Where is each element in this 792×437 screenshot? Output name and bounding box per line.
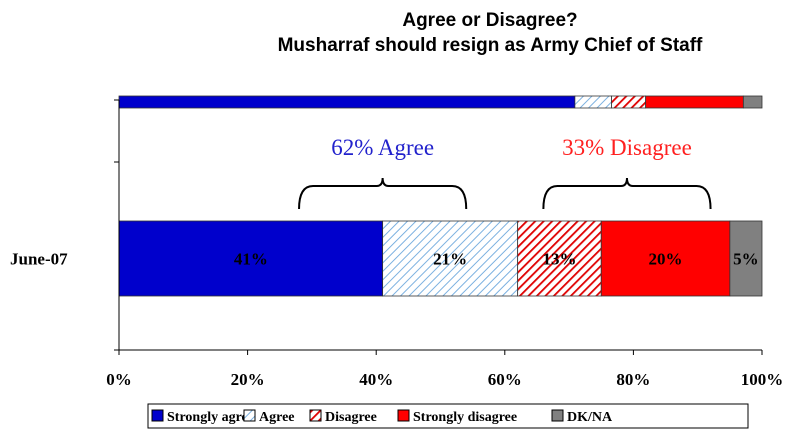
legend-swatch — [397, 409, 410, 422]
chart-subtitle: Musharraf should resign as Army Chief of… — [277, 35, 703, 56]
annotation-text: 33% Disagree — [562, 135, 692, 160]
bar-dk-na-1 — [729, 220, 763, 297]
chart-title: Agree or Disagree? — [402, 10, 578, 31]
x-tick-label: 40% — [359, 370, 393, 389]
data-label-disagree: 13% — [542, 250, 576, 269]
bar-strongly-agree-0 — [118, 95, 576, 109]
bar-strongly-agree-1 — [118, 220, 384, 297]
data-label-strongly-disagree: 20% — [649, 250, 683, 269]
legend-label: Disagree — [325, 410, 377, 425]
data-label-agree: 21% — [433, 250, 467, 269]
annotation-text: 62% Agree — [331, 135, 434, 160]
category-label: June-07 — [10, 250, 68, 269]
x-tick-label: 100% — [741, 370, 784, 389]
bar-disagree-0 — [611, 95, 647, 109]
x-tick-label: 80% — [616, 370, 650, 389]
legend-label: Strongly disagree — [413, 410, 517, 425]
x-tick-label: 20% — [231, 370, 265, 389]
legend-swatch — [243, 409, 256, 422]
annotation-brace — [542, 177, 712, 210]
bar-agree-0 — [574, 95, 612, 109]
data-label-dk-na: 5% — [733, 250, 759, 269]
chart-title-block: Agree or Disagree? Musharraf should resi… — [200, 8, 780, 58]
annotation-brace — [298, 177, 468, 210]
bar-strongly-disagree-1 — [600, 220, 731, 297]
legend-swatch — [151, 409, 164, 422]
x-tick-label: 0% — [106, 370, 132, 389]
legend-swatch — [309, 409, 322, 422]
legend-swatch — [551, 409, 564, 422]
bar-disagree-1 — [517, 220, 602, 297]
bar-strongly-disagree-0 — [645, 95, 744, 109]
legend-label: DK/NA — [567, 410, 613, 425]
x-tick-label: 60% — [488, 370, 522, 389]
data-label-strongly-agree: 41% — [234, 250, 268, 269]
bar-dk-na-0 — [742, 95, 763, 109]
legend-label: Strongly agree — [167, 410, 254, 425]
legend-label: Agree — [259, 410, 295, 425]
